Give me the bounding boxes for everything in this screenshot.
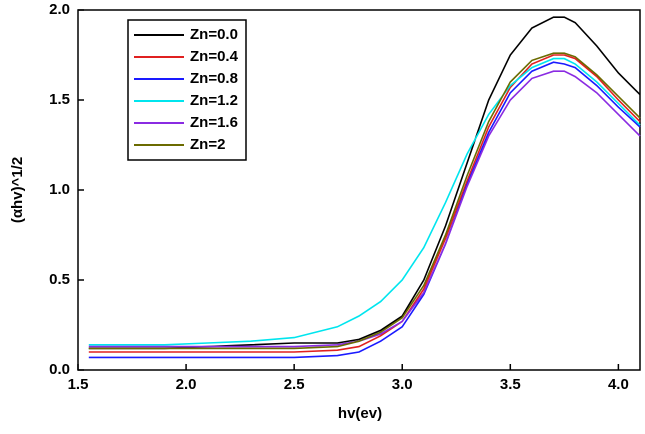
x-tick-label: 2.0 xyxy=(176,376,197,393)
legend-label: Zn=0.8 xyxy=(190,70,238,87)
y-tick-label: 0.5 xyxy=(49,271,70,288)
series-line xyxy=(88,16,641,350)
y-tick-label: 2.0 xyxy=(49,1,70,18)
x-tick-label: 4.0 xyxy=(608,376,629,393)
y-tick-label: 0.0 xyxy=(49,361,70,378)
legend-label: Zn=2 xyxy=(190,136,225,153)
x-axis-label: hv(ev) xyxy=(338,405,382,422)
series-line xyxy=(88,54,641,353)
legend-label: Zn=0.0 xyxy=(190,26,238,43)
x-tick-label: 2.5 xyxy=(284,376,305,393)
y-tick-label: 1.0 xyxy=(49,181,70,198)
x-tick-label: 3.0 xyxy=(392,376,413,393)
legend-label: Zn=0.4 xyxy=(190,48,239,65)
y-tick-label: 1.5 xyxy=(49,91,70,108)
x-tick-label: 3.5 xyxy=(500,376,521,393)
y-axis-label: (αhv)^1/2 xyxy=(9,157,26,223)
legend-box xyxy=(127,19,247,161)
series-line xyxy=(88,57,641,346)
series-line xyxy=(88,70,641,348)
legend-label: Zn=1.2 xyxy=(190,92,238,109)
series-line xyxy=(88,52,641,350)
x-tick-label: 1.5 xyxy=(68,376,89,393)
legend-label: Zn=1.6 xyxy=(190,114,238,131)
